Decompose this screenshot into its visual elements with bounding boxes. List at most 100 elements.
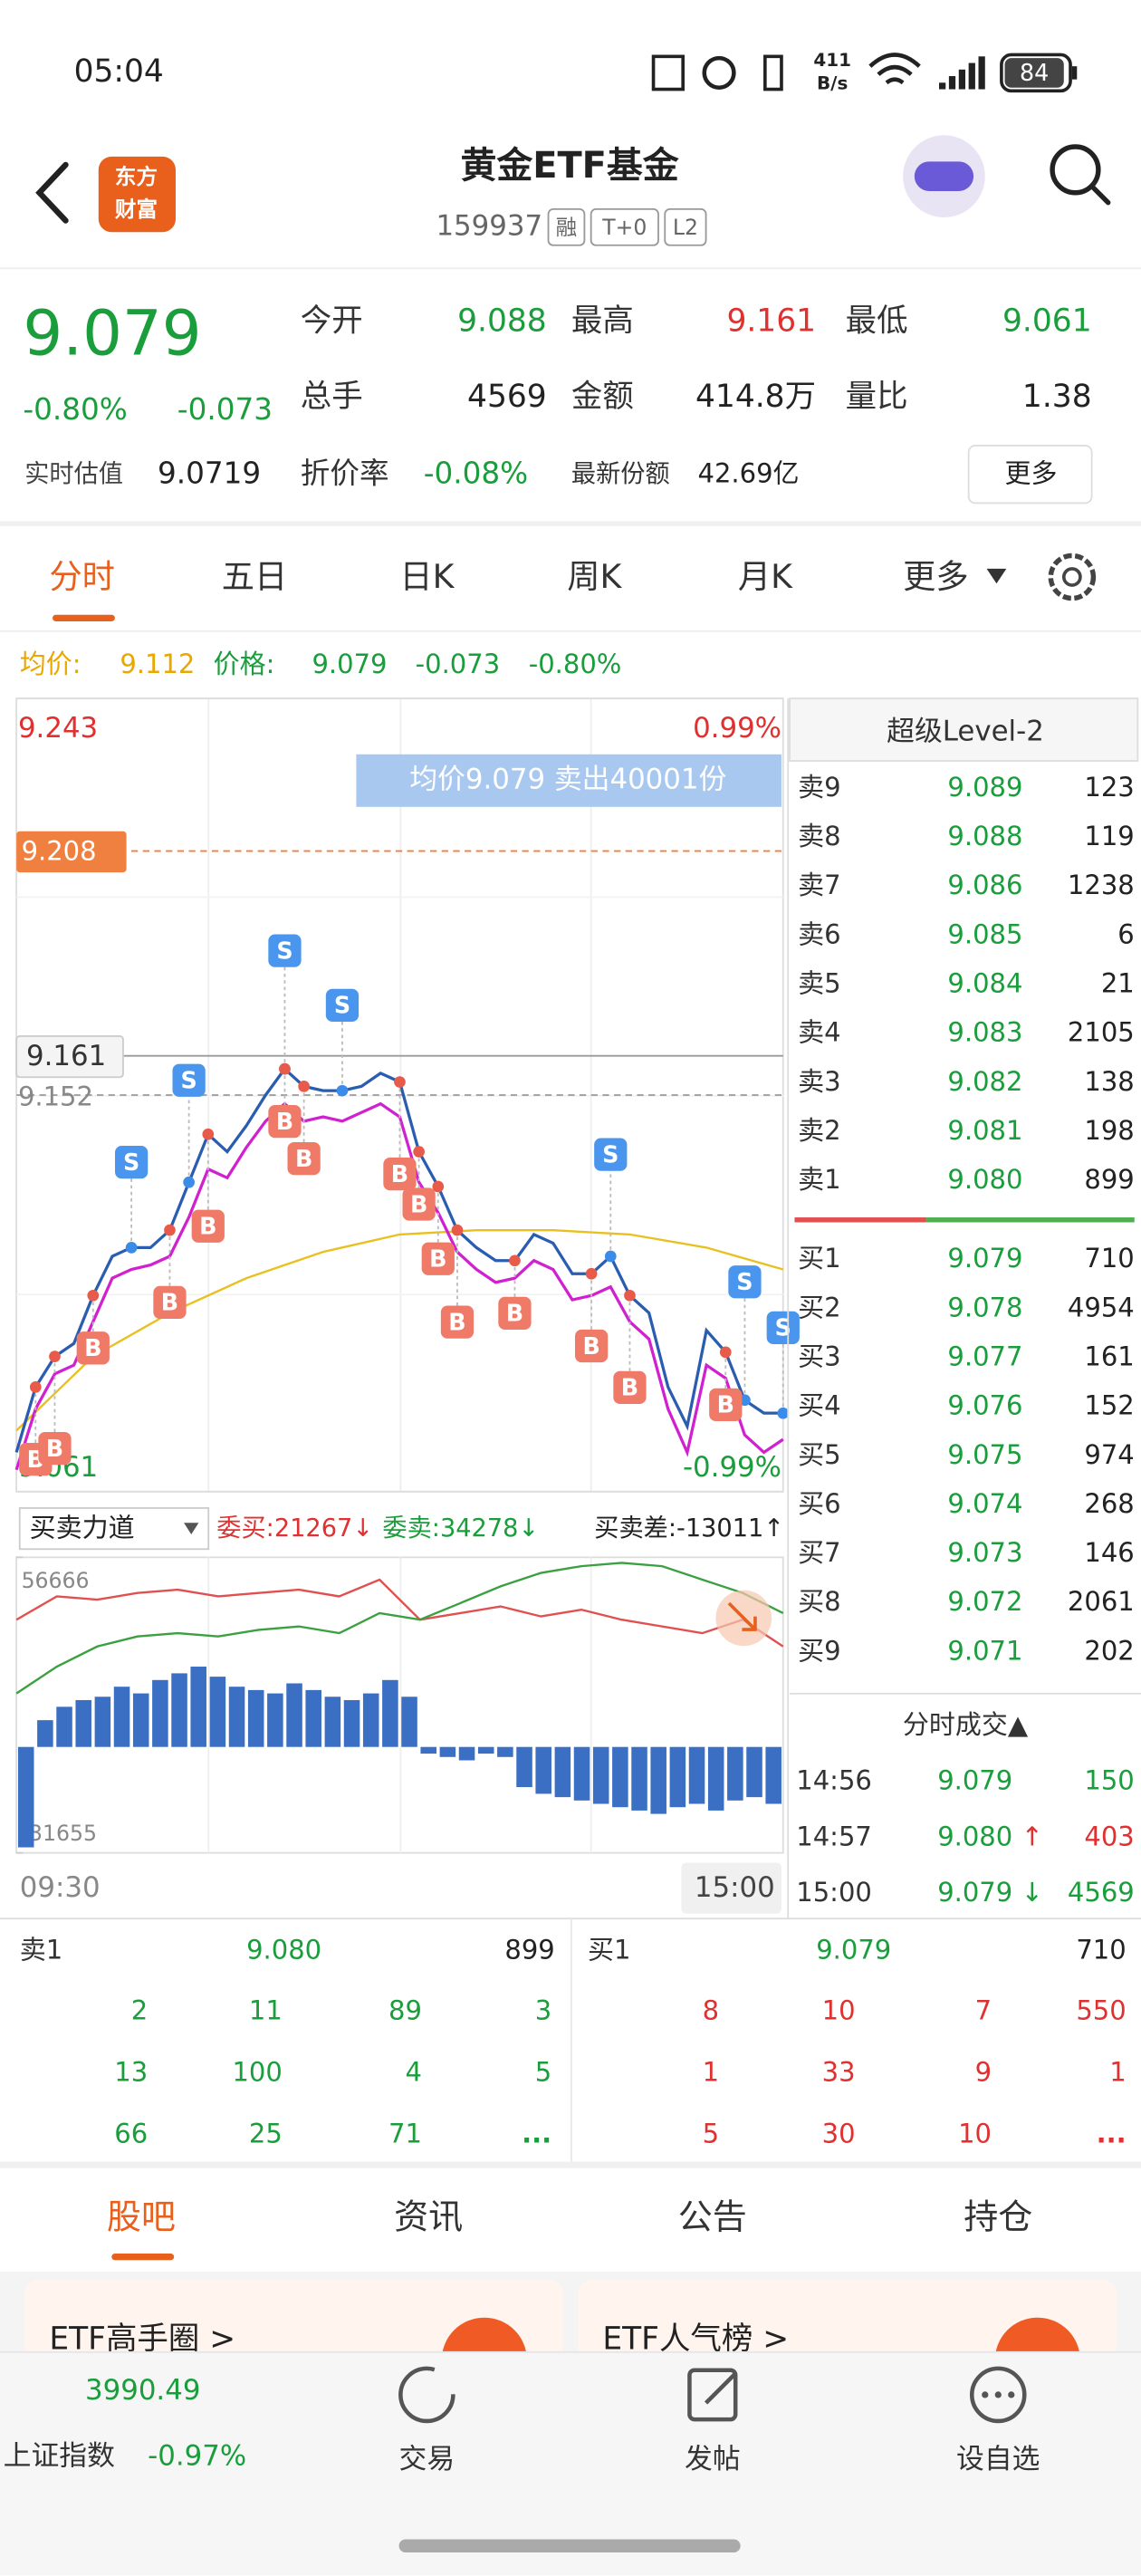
nav-item[interactable]: 设自选 [956, 2443, 1040, 2475]
trade-icon [398, 2366, 455, 2424]
back-button[interactable] [35, 161, 69, 224]
fund-code: 159937 [436, 209, 542, 242]
trade-volume: 150 [1084, 1765, 1134, 1796]
chart-tab[interactable]: 月K [738, 557, 793, 596]
marker-label: B [84, 1334, 101, 1361]
price-line [15, 1229, 784, 1432]
depth-order: 5 [703, 2118, 719, 2148]
news-tab[interactable]: 持仓 [964, 2196, 1032, 2236]
more-button[interactable] [967, 445, 1093, 505]
more-button-label[interactable]: 更多 [1005, 458, 1058, 489]
change: -0.073 [177, 392, 273, 427]
chart-tab[interactable]: 日K [399, 557, 455, 596]
book-label: 买9 [798, 1635, 840, 1666]
marker-label: B [46, 1435, 63, 1462]
book-price: 9.075 [947, 1439, 1022, 1470]
search-icon[interactable] [1050, 144, 1101, 196]
stat-value: 414.8万 [695, 379, 816, 415]
index-value[interactable]: 3990.49 [85, 2374, 200, 2407]
book-label: 卖8 [798, 821, 840, 851]
chart-tab[interactable]: 周K [567, 557, 622, 596]
marker-label: S [180, 1067, 197, 1094]
y-tick-label: 56666 [22, 1568, 90, 1593]
power-bar [190, 1667, 206, 1747]
power-bar [592, 1746, 609, 1804]
net-unit: B/s [817, 72, 848, 94]
depth-order: 9 [975, 2056, 992, 2087]
chart-tab[interactable]: 五日 [222, 557, 288, 596]
avatar-visor [914, 161, 974, 191]
power-bar [688, 1746, 705, 1804]
depth-order: 71 [388, 2118, 422, 2148]
settings-icon[interactable] [1048, 553, 1097, 601]
power-bar [362, 1693, 379, 1747]
trades-title[interactable]: 分时成交▲ [903, 1709, 1029, 1740]
marker-badge [114, 1145, 149, 1179]
book-volume: 4954 [1068, 1292, 1135, 1322]
book-volume: 152 [1084, 1390, 1134, 1421]
marker-dot [279, 1062, 291, 1075]
depth-order: 8 [703, 1995, 719, 2026]
post-pen [704, 2371, 737, 2405]
book-price: 9.082 [947, 1066, 1022, 1097]
index-change[interactable]: -0.97% [148, 2439, 246, 2472]
chart-tab[interactable]: 分时 [49, 557, 115, 596]
alarm-icon [702, 55, 736, 91]
book-label: 买2 [798, 1292, 840, 1322]
power-bar [497, 1746, 513, 1757]
trade-price: 9.079 [937, 1765, 1012, 1796]
last-price: 9.079 [23, 297, 201, 370]
home-indicator [398, 2539, 741, 2552]
book-volume: 1238 [1068, 870, 1135, 900]
book-price: 9.073 [947, 1537, 1022, 1568]
trade-price: 9.079 [937, 1877, 1012, 1908]
news-tab[interactable]: 公告 [678, 2196, 747, 2236]
depth-order: 11 [249, 1995, 283, 2026]
vibrate-icon [763, 54, 783, 91]
ref-label: 9.208 [22, 835, 97, 866]
book-price: 9.072 [947, 1586, 1022, 1617]
index-name[interactable]: 上证指数 [4, 2439, 115, 2472]
power-bar [650, 1746, 666, 1814]
depth-label: 买1 [588, 1934, 630, 1965]
section-gap [0, 521, 1141, 526]
power-stat: 买卖差:-13011↑ [594, 1514, 784, 1543]
book-volume: 202 [1084, 1635, 1134, 1666]
tag-box [590, 207, 659, 246]
indicator-select[interactable] [18, 1507, 210, 1551]
marker-badge [402, 1187, 436, 1221]
book-title: 超级Level-2 [887, 716, 1044, 748]
power-bar [113, 1687, 130, 1747]
marker-label: S [775, 1314, 791, 1341]
watch-icon [970, 2366, 1027, 2424]
book-label: 卖3 [798, 1066, 840, 1097]
watch-dot [994, 2391, 1002, 2398]
power-bar [477, 1746, 494, 1754]
tooltip-text: 均价9.079 卖出40001份 [409, 763, 726, 795]
nfc-icon [651, 54, 685, 91]
y-tick-label: 9.243 [18, 712, 98, 745]
pct-label: 0.99% [693, 712, 781, 745]
fund-tag: T+0 [601, 215, 647, 240]
marker-badge [268, 1104, 302, 1139]
book-price: 9.084 [947, 967, 1022, 998]
marker-badge [766, 1311, 800, 1345]
chart-tab[interactable]: 更多 [903, 557, 969, 596]
marker-badge [383, 1157, 417, 1191]
marker-badge [172, 1063, 206, 1097]
news-tab[interactable]: 股吧 [107, 2196, 176, 2236]
nav-item[interactable]: 交易 [399, 2443, 455, 2475]
indicator-title[interactable]: 买卖力道 [30, 1513, 135, 1543]
signal-bar [968, 62, 975, 90]
change-pct: -0.80% [23, 392, 127, 427]
pct-label: -0.99% [683, 1451, 781, 1484]
depth-order: 10 [822, 1995, 856, 2026]
book-volume: 268 [1084, 1488, 1134, 1519]
book-price: 9.077 [947, 1341, 1022, 1371]
power-bar [286, 1683, 302, 1747]
depth-price: 9.079 [816, 1934, 891, 1965]
signal-bar [958, 69, 966, 90]
nav-item[interactable]: 发帖 [685, 2443, 741, 2475]
news-tab[interactable]: 资讯 [394, 2196, 463, 2236]
stat-value: 9.088 [457, 303, 547, 339]
